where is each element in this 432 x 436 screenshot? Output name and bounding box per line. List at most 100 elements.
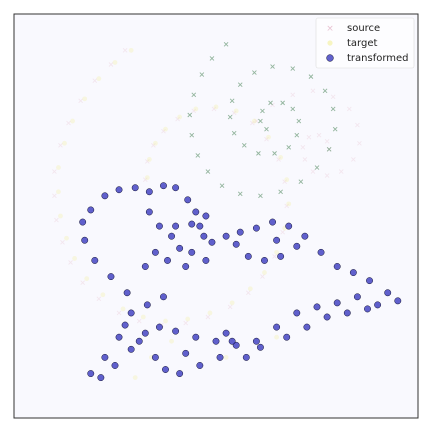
legend-label-transformed: transformed [347, 53, 409, 64]
point-green-cluster-25 [231, 130, 237, 136]
point-transformed-30 [252, 337, 260, 345]
point-source-41 [347, 106, 352, 112]
point-source-33 [151, 142, 156, 148]
point-green-cluster-35 [260, 108, 265, 114]
point-transformed-64 [176, 370, 184, 378]
point-transformed-11 [208, 238, 216, 246]
point-transformed-61 [228, 337, 236, 345]
point-transformed-31 [232, 341, 240, 349]
point-transformed-76 [121, 321, 129, 329]
point-source-32 [161, 128, 166, 134]
point-transformed-28 [293, 309, 301, 317]
point-target-10 [72, 256, 77, 261]
point-transformed-83 [202, 212, 210, 220]
point-transformed-69 [256, 343, 264, 351]
point-transformed-48 [79, 218, 87, 226]
point-source-17 [205, 314, 211, 320]
point-target-23 [286, 201, 292, 207]
legend-marker-transformed [326, 54, 334, 62]
point-transformed-74 [364, 305, 371, 313]
legend-item-target: target [327, 38, 377, 49]
point-green-cluster-23 [229, 98, 235, 104]
point-target-40 [274, 334, 279, 340]
point-target-13 [120, 306, 126, 312]
point-source-40 [330, 94, 336, 100]
point-target-27 [251, 118, 257, 124]
point-target-20 [262, 270, 267, 275]
point-target-24 [284, 177, 290, 183]
point-green-cluster-19 [290, 66, 296, 71]
point-source-43 [357, 140, 362, 146]
point-green-cluster-17 [322, 88, 328, 94]
point-source-44 [351, 157, 356, 162]
legend-marker-source: × [326, 24, 334, 34]
point-transformed-54 [151, 248, 159, 256]
point-transformed-10 [200, 232, 208, 240]
point-transformed-26 [333, 299, 341, 307]
point-transformed-40 [87, 370, 95, 378]
point-transformed-86 [293, 242, 301, 250]
point-source-21 [272, 254, 277, 259]
point-transformed-18 [317, 248, 325, 256]
point-green-cluster-29 [286, 145, 292, 150]
point-transformed-67 [182, 349, 190, 357]
point-transformed-21 [366, 277, 373, 285]
point-source-9 [60, 239, 65, 245]
point-green-cluster-4 [187, 112, 193, 118]
point-transformed-15 [269, 218, 277, 226]
point-transformed-35 [155, 323, 163, 331]
point-transformed-38 [111, 362, 119, 369]
point-source-49 [300, 145, 306, 150]
point-source-4 [66, 120, 71, 126]
point-source-14 [136, 318, 142, 324]
point-transformed-3 [131, 184, 139, 192]
point-green-cluster-16 [330, 106, 336, 112]
point-source-26 [264, 136, 269, 142]
point-green-cluster-18 [308, 74, 314, 79]
point-transformed-43 [127, 309, 135, 317]
point-source-3 [78, 98, 83, 104]
point-target-38 [169, 338, 174, 344]
point-transformed-42 [115, 333, 123, 341]
legend-box [315, 17, 415, 69]
point-green-cluster-3 [191, 92, 197, 98]
point-source-24 [282, 179, 287, 184]
point-transformed-52 [176, 244, 184, 252]
point-transformed-29 [273, 323, 281, 331]
point-target-16 [185, 316, 191, 322]
point-transformed-79 [232, 240, 240, 248]
point-transformed-50 [155, 222, 163, 230]
point-source-16 [183, 320, 189, 326]
point-green-cluster-20 [270, 64, 275, 69]
point-source-6 [52, 169, 57, 174]
point-target-12 [100, 292, 106, 298]
point-transformed-6 [172, 184, 180, 192]
point-target-18 [229, 300, 235, 306]
point-green-cluster-13 [314, 165, 320, 170]
point-green-cluster-10 [258, 193, 263, 199]
point-target-26 [266, 134, 271, 140]
point-source-2 [92, 78, 98, 83]
point-target-8 [58, 213, 63, 219]
point-target-9 [64, 235, 69, 241]
point-transformed-60 [222, 329, 230, 337]
point-transformed-75 [135, 337, 143, 345]
point-source-23 [284, 203, 290, 209]
point-source-31 [175, 116, 180, 122]
point-target-35 [144, 175, 150, 181]
point-transformed-82 [277, 252, 285, 260]
point-green-cluster-21 [252, 70, 257, 75]
point-transformed-41 [101, 353, 109, 361]
point-transformed-66 [151, 353, 159, 361]
point-green-cluster-33 [280, 100, 285, 106]
point-source-20 [260, 274, 265, 279]
point-source-36 [254, 118, 259, 124]
point-transformed-68 [242, 353, 250, 361]
point-target-0 [128, 47, 134, 53]
point-transformed-81 [261, 256, 268, 264]
point-transformed-47 [81, 236, 89, 244]
point-source-11 [80, 280, 85, 285]
point-transformed-70 [283, 333, 291, 341]
